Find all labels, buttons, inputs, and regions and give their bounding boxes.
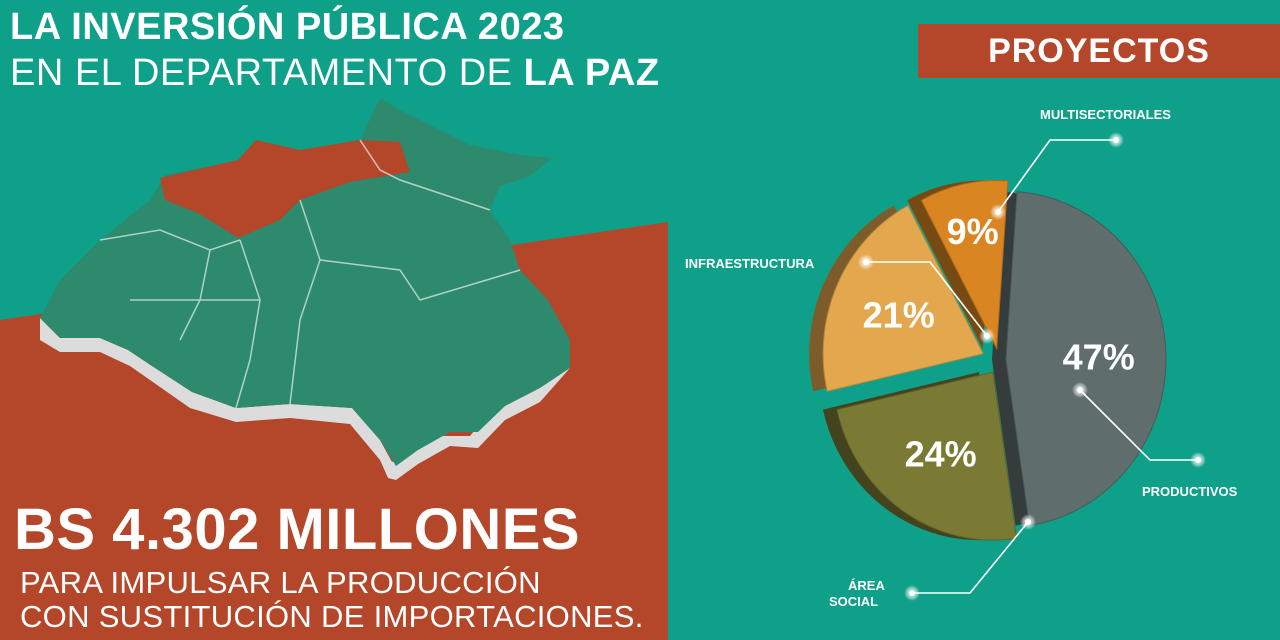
pie-value-label-2: 21% <box>863 294 935 335</box>
pie-value-label-0: 47% <box>1063 337 1135 378</box>
callout-dot-core-1-1 <box>909 590 915 596</box>
callout-dot-core-0-1 <box>1195 457 1201 463</box>
subtitle-bold: LA PAZ <box>523 52 660 94</box>
investment-amount: BS 4.302 MILLONES <box>14 497 581 562</box>
projects-header: PROYECTOS <box>918 24 1280 78</box>
callout-line-2 <box>866 261 988 337</box>
projects-header-label: PROYECTOS <box>988 31 1210 70</box>
callout-line-3 <box>997 139 1116 213</box>
callout-dot-core-1-0 <box>1025 519 1031 525</box>
pie-slice-infraestructura <box>822 204 984 392</box>
callout-dot-core-2-0 <box>984 333 990 339</box>
page-title: LA INVERSIÓN PÚBLICA 2023 <box>10 6 565 48</box>
pie-slice-productivos <box>1005 191 1167 527</box>
la-paz-map <box>40 98 570 480</box>
subtitle-prefix: EN EL DEPARTAMENTO DE <box>10 52 524 94</box>
map-highlight-region <box>160 140 410 238</box>
pie-slice-multisectoriales <box>920 179 1009 351</box>
label-area-social-2: SOCIAL <box>829 594 878 609</box>
pie-slice--rea-social <box>836 371 1018 541</box>
callout-line-0 <box>1079 389 1198 461</box>
pie-value-label-3: 9% <box>947 211 999 252</box>
pie-value-label-1: 24% <box>905 434 977 475</box>
label-infraestructura: INFRAESTRUCTURA <box>685 256 815 271</box>
map-extrusion <box>40 318 570 480</box>
page-subtitle: EN EL DEPARTAMENTO DE LA PAZ <box>10 52 660 95</box>
label-area-social-1: ÁREA <box>848 578 885 593</box>
callout-dot-core-3-1 <box>1113 137 1119 143</box>
callout-dot-core-2-1 <box>863 259 869 265</box>
description-line1: PARA IMPULSAR LA PRODUCCIÓN <box>20 565 541 600</box>
description-line2: CON SUSTITUCIÓN DE IMPORTACIONES. <box>20 599 644 634</box>
callout-dot-core-3-0 <box>995 209 1001 215</box>
callout-line-1 <box>912 521 1029 594</box>
label-productivos: PRODUCTIVOS <box>1142 484 1238 499</box>
callout-dot-core-0-0 <box>1077 387 1083 393</box>
label-multisectoriales: MULTISECTORIALES <box>1040 107 1171 122</box>
